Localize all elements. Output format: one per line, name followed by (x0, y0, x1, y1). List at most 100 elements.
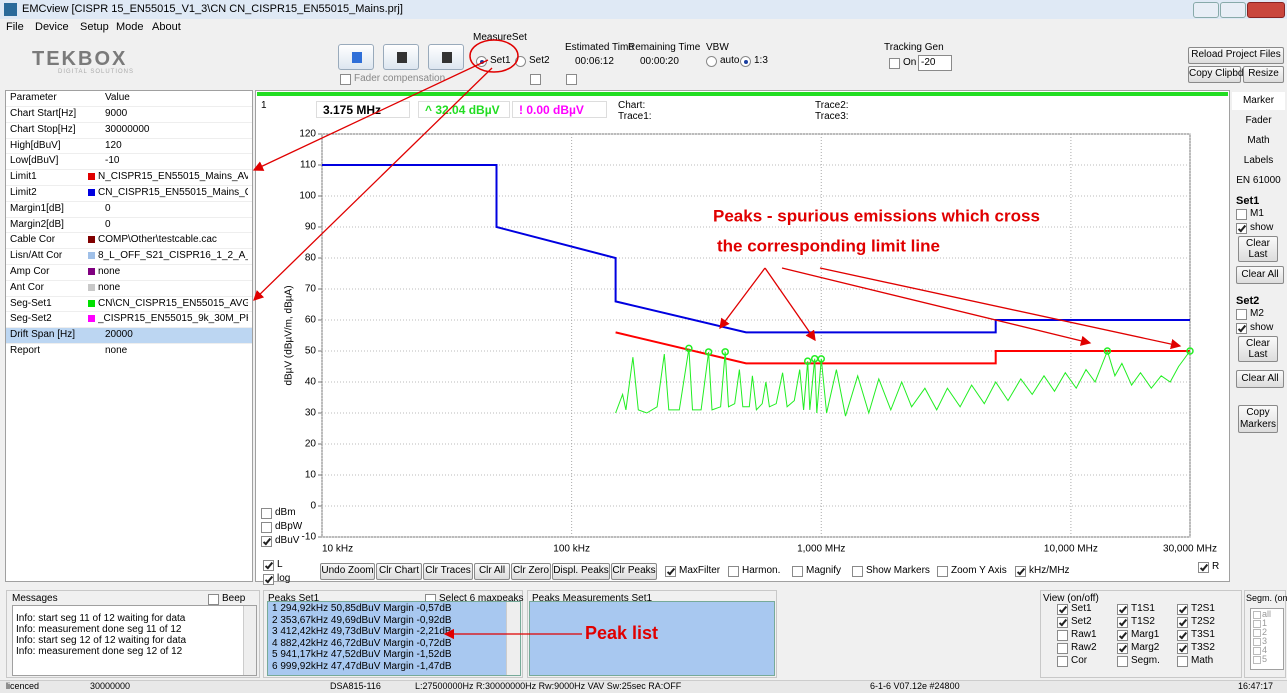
parameter-value: _CISPR15_EN55015_9k_30M_PK.seg (98, 313, 248, 325)
checkbox[interactable] (261, 508, 272, 519)
checkbox[interactable] (530, 74, 541, 85)
checkbox[interactable] (1236, 209, 1247, 220)
side-tab[interactable]: Labels (1243, 155, 1274, 166)
messages-group (6, 590, 260, 678)
checkbox[interactable] (1236, 309, 1247, 320)
control-button[interactable]: Undo Zoom (320, 563, 375, 580)
peak-line: 3 412,42kHz 49,73dBuV Margin -2,21dB (272, 626, 452, 637)
clear-last-button[interactable]: Clear Last (1238, 336, 1278, 362)
message-line: Info: start seg 11 of 12 waiting for dat… (16, 613, 186, 624)
transport-icon (352, 52, 362, 63)
control-button[interactable]: Clr Peaks (611, 563, 657, 580)
checkbox[interactable] (728, 566, 739, 577)
checkbox[interactable] (665, 566, 676, 577)
menu-item[interactable]: About (152, 21, 181, 33)
clear-last-button[interactable]: Clear Last (1238, 236, 1278, 262)
checkbox[interactable] (263, 560, 274, 571)
radio[interactable] (476, 56, 487, 67)
checkbox[interactable] (263, 574, 274, 585)
radio[interactable] (706, 56, 717, 67)
control-button[interactable]: Clr Zero (511, 563, 551, 580)
checkbox[interactable] (1198, 562, 1209, 573)
menu-item[interactable]: Device (35, 21, 69, 33)
checkbox[interactable] (1057, 643, 1068, 654)
copy-markers-button[interactable]: Copy Markers (1238, 405, 1278, 433)
checkbox[interactable] (340, 74, 351, 85)
clear-all-button[interactable]: Clear All (1236, 370, 1284, 388)
peak-marker (685, 344, 693, 353)
checkbox[interactable] (1117, 643, 1128, 654)
checkbox[interactable] (1117, 656, 1128, 667)
checkbox[interactable] (1236, 323, 1247, 334)
checkbox[interactable] (1177, 656, 1188, 667)
arrow (819, 267, 1182, 350)
checkbox[interactable] (889, 58, 900, 69)
maximize-button[interactable] (1220, 2, 1246, 18)
color-swatch (88, 299, 95, 307)
x-tick-label: 10 kHz (322, 544, 353, 555)
checkbox[interactable] (1015, 566, 1026, 577)
radio[interactable] (515, 56, 526, 67)
transport-button[interactable] (428, 44, 464, 70)
checkbox-label: Beep (222, 593, 246, 604)
checkbox-label: Cor (1071, 655, 1088, 666)
checkbox[interactable] (261, 522, 272, 533)
checkbox[interactable] (1177, 617, 1188, 628)
annotation: Peaks - spurious emissions which cross (713, 206, 1040, 225)
checkbox[interactable] (1057, 656, 1068, 667)
checkbox[interactable] (1117, 630, 1128, 641)
checkbox[interactable] (208, 594, 219, 605)
checkbox[interactable] (792, 566, 803, 577)
checkbox-label: T3S2 (1191, 642, 1215, 653)
checkbox[interactable] (852, 566, 863, 577)
checkbox[interactable] (1057, 617, 1068, 628)
control-button[interactable]: Clr Traces (423, 563, 473, 580)
tracking-value[interactable]: -20 (918, 55, 952, 71)
y-axis-label: dBµV (dBµV/m, dBµA) (284, 285, 295, 385)
set-title: Set2 (1236, 295, 1260, 307)
checkbox[interactable] (1057, 604, 1068, 615)
side-tab[interactable]: Math (1247, 135, 1270, 146)
menu-item[interactable]: Setup (80, 21, 109, 33)
menu-item[interactable]: File (6, 21, 24, 33)
checkbox-label: Marg1 (1131, 629, 1160, 640)
copy-button[interactable]: Copy Clipbd (1188, 66, 1243, 83)
checkbox[interactable] (1117, 604, 1128, 615)
checkbox[interactable] (1057, 630, 1068, 641)
control-button[interactable]: Clr Chart (376, 563, 422, 580)
minimize-button[interactable] (1193, 2, 1219, 18)
checkbox[interactable] (261, 536, 272, 547)
checkbox[interactable] (1177, 604, 1188, 615)
transport-button[interactable] (383, 44, 419, 70)
parameter-name: Limit2 (10, 187, 37, 198)
transport-button[interactable] (338, 44, 374, 70)
table-row (6, 343, 252, 359)
segment-check (1253, 647, 1261, 655)
control-button[interactable]: Clr All (474, 563, 510, 580)
menu-item[interactable]: Mode (116, 21, 144, 33)
parameter-value: CN\CN_CISPR15_EN55015_AVG.seg (98, 297, 248, 309)
peaks-title: Peaks Set1 (268, 593, 320, 604)
checkbox-label: Harmon. (742, 565, 781, 576)
radio[interactable] (740, 56, 751, 67)
control-button[interactable]: Displ. Peaks (552, 563, 610, 580)
checkbox-label: T1S1 (1131, 603, 1155, 614)
parameter-name: Ant Cor (10, 281, 44, 293)
side-tab[interactable]: Fader (1245, 115, 1272, 126)
checkbox[interactable] (1236, 223, 1247, 234)
checkbox[interactable] (1177, 643, 1188, 654)
reload-button[interactable]: Reload Project Files (1188, 47, 1284, 64)
checkbox[interactable] (937, 566, 948, 577)
table-row (6, 232, 252, 248)
resize-button[interactable]: Resize (1243, 66, 1284, 83)
checkbox[interactable] (1177, 630, 1188, 641)
side-tab[interactable]: EN 61000 (1236, 175, 1281, 186)
y-tick-label: -10 (302, 532, 317, 543)
checkbox[interactable] (1117, 617, 1128, 628)
radio-dot (480, 60, 484, 64)
close-button[interactable] (1247, 2, 1285, 18)
side-tab[interactable]: Marker (1232, 92, 1285, 110)
checkbox[interactable] (566, 74, 577, 85)
clear-all-button[interactable]: Clear All (1236, 266, 1284, 284)
